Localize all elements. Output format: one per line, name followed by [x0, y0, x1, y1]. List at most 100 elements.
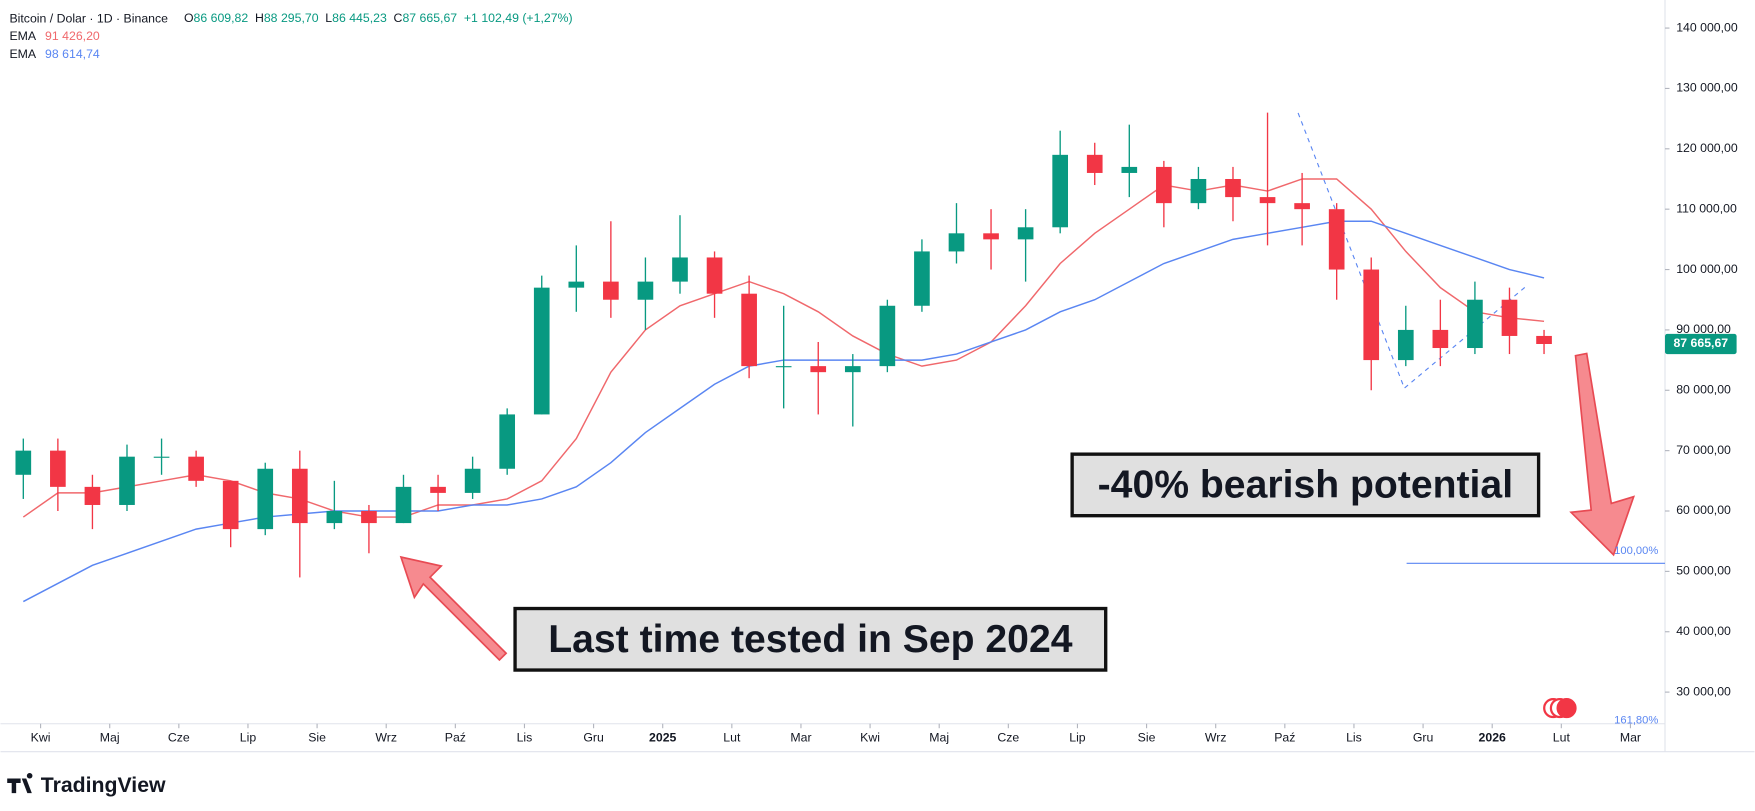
candle-body: [1294, 203, 1310, 210]
candle-body: [153, 456, 170, 458]
x-tick-label: 2025: [649, 731, 677, 745]
candle-body: [914, 251, 930, 306]
y-tick-label: 140 000,00: [1676, 20, 1738, 34]
x-tick-label: Mar: [1620, 731, 1641, 745]
ohlc-key: O: [184, 11, 194, 25]
x-tick-label: Maj: [929, 731, 949, 745]
x-tick-label: Lis: [1346, 731, 1362, 745]
candle-body: [948, 233, 965, 252]
ema-legend: EMA 91 426,20: [9, 29, 99, 43]
y-tick-label: 100 000,00: [1676, 262, 1738, 276]
x-tick-label: Gru: [583, 731, 604, 745]
candle-body: [1363, 269, 1380, 361]
annotation-text: -40% bearish potential: [1098, 464, 1513, 507]
candle-body: [499, 414, 516, 469]
ema-value: 91 426,20: [45, 29, 100, 43]
annotation-text: Last time tested in Sep 2024: [548, 618, 1072, 661]
y-tick-label: 90 000,00: [1676, 322, 1731, 336]
candle-body: [603, 281, 619, 300]
ema-line: [22, 178, 1545, 518]
change: +1 102,49 (+1,27%): [464, 11, 573, 25]
candle-body: [775, 366, 792, 368]
event-icon: [1556, 698, 1577, 719]
y-tick-label: 60 000,00: [1676, 503, 1731, 517]
ohlc-value: 88 295,70: [264, 11, 319, 25]
x-tick-label: Lip: [240, 731, 257, 745]
fib-label: 161,80%: [1614, 714, 1658, 726]
candle-body: [810, 366, 827, 373]
x-tick-label: Wrz: [375, 731, 397, 745]
ema-value: 98 614,74: [45, 47, 100, 61]
x-tick-label: Lip: [1069, 731, 1086, 745]
candle-body: [1432, 329, 1449, 349]
x-tick-label: Lut: [1553, 731, 1571, 745]
last-price-label: 87 665,67: [1673, 336, 1728, 350]
x-tick-label: Kwi: [860, 731, 880, 745]
candle-body: [326, 511, 343, 524]
y-tick-label: 40 000,00: [1676, 624, 1731, 638]
candle-body: [119, 456, 135, 505]
y-tick-label: 70 000,00: [1676, 443, 1731, 457]
ohlc-value: 86 609,82: [194, 11, 249, 25]
brand: TradingView: [41, 773, 166, 797]
candle-body: [637, 281, 654, 300]
ohlc-key: L: [325, 11, 332, 25]
candle-body: [84, 486, 101, 505]
candle-body: [464, 468, 481, 493]
candle-body: [395, 486, 412, 524]
ohlc-key: C: [394, 11, 403, 25]
x-tick-label: Paź: [1274, 731, 1295, 745]
y-tick-label: 130 000,00: [1676, 81, 1738, 95]
candle-body: [1536, 335, 1552, 345]
candle-body: [1086, 154, 1103, 173]
ema-legend: EMA 98 614,74: [9, 47, 99, 61]
candle-body: [1259, 197, 1276, 204]
x-tick-label: Sie: [308, 731, 326, 745]
x-tick-label: Lis: [517, 731, 533, 745]
ohlc-key: H: [255, 11, 264, 25]
candle-body: [361, 511, 377, 524]
ema-name: EMA: [9, 29, 36, 43]
arrow: [1569, 352, 1636, 557]
candle-body: [50, 450, 66, 487]
candle-body: [15, 450, 32, 475]
candle-body: [1501, 299, 1518, 336]
y-tick-label: 50 000,00: [1676, 564, 1731, 578]
candle-body: [1052, 154, 1069, 228]
candle-body: [1156, 166, 1172, 204]
candle-body: [741, 293, 757, 367]
candle-body: [291, 468, 308, 524]
candle-body: [844, 366, 861, 373]
legend: Bitcoin / Dolar · 1D · Binance O86 609,8…: [9, 11, 572, 61]
candle-body: [533, 287, 550, 415]
x-tick-label: Cze: [168, 731, 190, 745]
candle-body: [672, 257, 688, 282]
x-tick-label: Wrz: [1205, 731, 1227, 745]
candle-body: [1397, 329, 1414, 361]
ema-name: EMA: [9, 47, 36, 61]
candle-body: [879, 305, 896, 367]
x-tick-label: 2026: [1479, 731, 1507, 745]
x-tick-label: Maj: [100, 731, 120, 745]
candle-body: [430, 486, 446, 493]
candle-body: [1225, 178, 1241, 198]
candle-body: [222, 480, 239, 530]
candle-body: [1328, 209, 1345, 270]
y-tick-label: 80 000,00: [1676, 383, 1731, 397]
tradingview-logo: TradingView: [7, 772, 166, 797]
y-tick-label: 110 000,00: [1676, 201, 1737, 215]
annotation-box: [513, 606, 1108, 672]
x-tick-label: Cze: [997, 731, 1019, 745]
ohlc-line: O86 609,82 H88 295,70 L86 445,23 C87 665,67…: [184, 11, 573, 25]
candle-body: [257, 468, 274, 530]
ohlc-value: 87 665,67: [402, 11, 457, 25]
candle-body: [188, 456, 204, 481]
x-tick-label: Sie: [1138, 731, 1156, 745]
candle-body: [1017, 227, 1034, 240]
candle-body: [706, 257, 723, 294]
candle-body: [1190, 178, 1207, 204]
candle-body: [983, 233, 999, 240]
candle-body: [1121, 166, 1138, 173]
